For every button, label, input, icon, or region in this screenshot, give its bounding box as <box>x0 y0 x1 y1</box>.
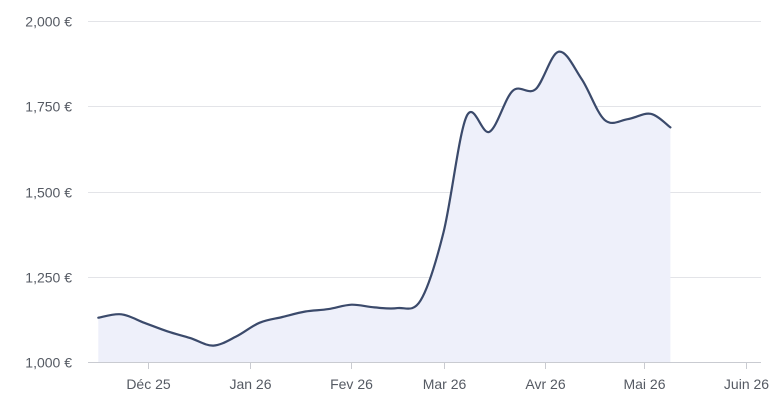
data-point <box>442 231 444 233</box>
y-tick-label: 1,500 € <box>25 185 72 201</box>
y-tick-label: 1,750 € <box>25 99 72 115</box>
data-point <box>603 119 605 121</box>
x-tick-label: Mar 26 <box>423 376 467 392</box>
data-point <box>189 337 191 339</box>
data-point <box>143 322 145 324</box>
price-series-line <box>97 50 672 347</box>
data-point <box>97 317 99 319</box>
data-point <box>212 344 214 346</box>
data-point <box>557 51 559 53</box>
data-point <box>258 322 260 324</box>
data-point <box>235 335 237 337</box>
price-area-fill <box>98 51 671 362</box>
axis-layer <box>88 362 761 369</box>
data-point <box>488 131 490 133</box>
data-point <box>281 316 283 318</box>
data-point <box>120 313 122 315</box>
data-point <box>419 299 421 301</box>
data-point <box>465 115 467 117</box>
data-point <box>580 78 582 80</box>
data-point <box>511 90 513 92</box>
y-tick-label: 1,250 € <box>25 270 72 286</box>
x-tick-label: Déc 25 <box>126 376 171 392</box>
x-tick-label: Avr 26 <box>525 376 565 392</box>
x-tick-label: Fev 26 <box>330 376 373 392</box>
x-tick-label: Mai 26 <box>623 376 665 392</box>
x-tick-label: Juin 26 <box>724 376 769 392</box>
data-point <box>396 307 398 309</box>
data-point <box>534 88 536 90</box>
data-point <box>327 308 329 310</box>
data-point <box>669 126 671 128</box>
area-layer <box>97 50 672 362</box>
data-point <box>373 306 375 308</box>
x-tick-label: Jan 26 <box>229 376 271 392</box>
y-tick-label: 2,000 € <box>25 14 72 30</box>
data-point <box>304 310 306 312</box>
data-point <box>166 330 168 332</box>
data-point <box>650 113 652 115</box>
data-point <box>626 118 628 120</box>
label-layer: 1,000 € 1,250 € 1,500 € 1,750 € 2,000 € Déc 2… <box>25 14 769 393</box>
y-tick-label: 1,000 € <box>25 355 72 371</box>
data-point <box>350 304 352 306</box>
